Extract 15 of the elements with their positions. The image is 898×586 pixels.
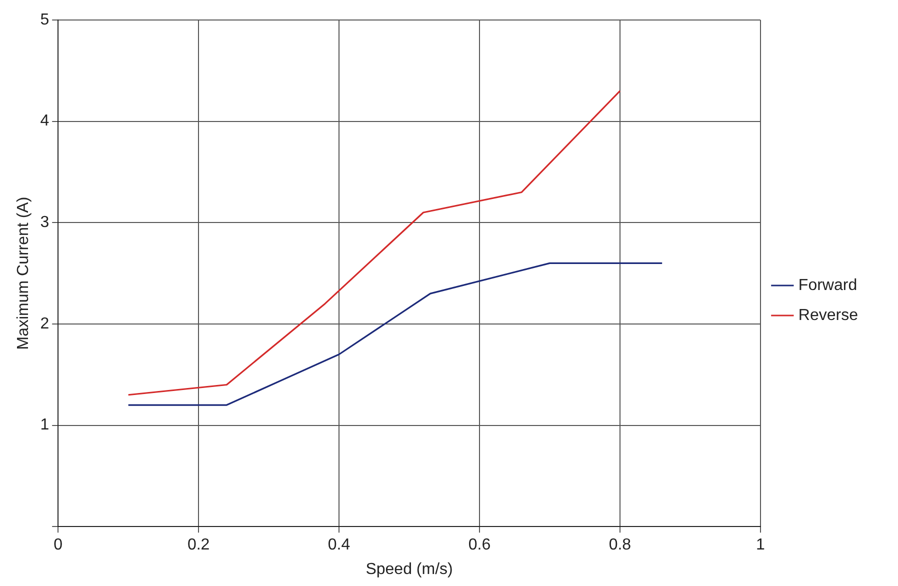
legend-label: Forward [798, 276, 858, 294]
x-axis-title: Speed (m/s) [366, 560, 453, 578]
legend-label: Reverse [798, 306, 858, 324]
x-tick-label: 0.6 [468, 536, 491, 554]
y-tick-label: 3 [40, 214, 50, 232]
y-tick-label: 4 [40, 112, 50, 130]
y-axis-title: Maximum Current (A) [15, 196, 32, 350]
x-tick-label: 0.2 [187, 536, 210, 554]
x-tick-label: 0.8 [608, 536, 632, 554]
x-tick-label: 0 [54, 536, 63, 554]
y-tick-label: 1 [40, 416, 50, 434]
y-tick-label: 2 [40, 315, 50, 332]
x-tick-label: 0.4 [328, 536, 350, 554]
x-tick-label: 1 [756, 536, 765, 554]
y-tick-label: 5 [40, 11, 50, 28]
